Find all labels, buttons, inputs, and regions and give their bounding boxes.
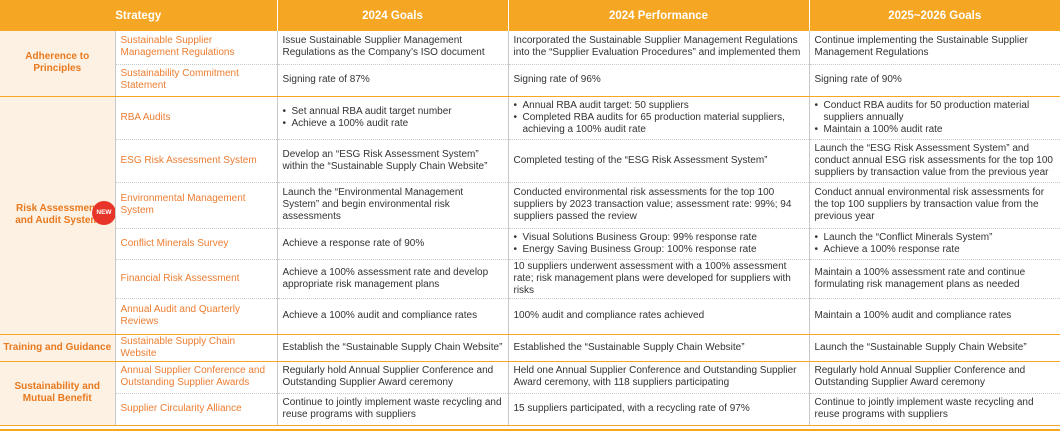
table-row: Conflict Minerals Survey Achieve a respo… bbox=[0, 228, 1060, 260]
performance-2024-cell: 100% audit and compliance rates achieved bbox=[508, 298, 810, 335]
table-row: Annual Audit and Quarterly Reviews Achie… bbox=[0, 298, 1060, 335]
table-row: Training and Guidance Sustainable Supply… bbox=[0, 334, 1060, 362]
goal-2024-cell: Achieve a 100% assessment rate and devel… bbox=[277, 259, 509, 299]
strategy-item: Annual Supplier Conference and Outstandi… bbox=[115, 361, 278, 394]
goal-2025-2026-cell: Signing rate of 90% bbox=[809, 64, 1060, 97]
header-strategy: Strategy bbox=[0, 0, 278, 31]
list-item: Completed RBA audits for 65 production m… bbox=[514, 112, 804, 136]
category-sustainability-mutual-benefit: Sustainability and Mutual Benefit bbox=[0, 361, 116, 426]
category-label: Risk Assessment and Audit System bbox=[15, 203, 100, 226]
goal-2024-cell: Achieve a response rate of 90% bbox=[277, 228, 509, 260]
table-row: Risk Assessment and Audit System NEW RBA… bbox=[0, 96, 1060, 335]
bottom-rule bbox=[0, 429, 1060, 431]
goal-2025-2026-cell: Launch the “Sustainable Supply Chain Web… bbox=[809, 334, 1060, 362]
strategy-item: Sustainability Commitment Statement bbox=[115, 64, 278, 97]
list-item: Energy Saving Business Group: 100% respo… bbox=[514, 244, 804, 256]
strategy-item: ESG Risk Assessment System bbox=[115, 139, 278, 183]
category-training-and-guidance: Training and Guidance bbox=[0, 334, 116, 362]
goal-2024-cell: Regularly hold Annual Supplier Conferenc… bbox=[277, 361, 509, 394]
performance-2024-cell: Signing rate of 96% bbox=[508, 64, 810, 97]
list-item: Set annual RBA audit target number bbox=[283, 106, 503, 118]
goal-2025-2026-cell: Launch the “Conflict Minerals System” Ac… bbox=[809, 228, 1060, 260]
strategy-item: Annual Audit and Quarterly Reviews bbox=[115, 298, 278, 335]
goal-2025-2026-cell: Maintain a 100% audit and compliance rat… bbox=[809, 298, 1060, 335]
performance-2024-cell: 10 suppliers underwent assessment with a… bbox=[508, 259, 810, 299]
performance-2024-cell: Visual Solutions Business Group: 99% res… bbox=[508, 228, 810, 260]
strategy-item: Sustainable Supplier Management Regulati… bbox=[115, 31, 278, 65]
strategy-item: Environmental Management System bbox=[115, 182, 278, 229]
table-row: Sustainability and Mutual Benefit Annual… bbox=[0, 361, 1060, 426]
goal-2025-2026-cell: Conduct annual environmental risk assess… bbox=[809, 182, 1060, 229]
list-item: Annual RBA audit target: 50 suppliers bbox=[514, 100, 804, 112]
category-adherence-to-principles: Adherence to Principles bbox=[0, 31, 116, 97]
list-item: Launch the “Conflict Minerals System” bbox=[815, 232, 1056, 244]
list-item: Achieve a 100% audit rate bbox=[283, 118, 503, 130]
goal-2025-2026-cell: Maintain a 100% assessment rate and cont… bbox=[809, 259, 1060, 299]
table-row: Environmental Management System Launch t… bbox=[0, 182, 1060, 229]
performance-2024-cell: Incorporated the Sustainable Supplier Ma… bbox=[508, 31, 810, 65]
goal-2025-2026-cell: Continue to jointly implement waste recy… bbox=[809, 393, 1060, 426]
list-item: Conduct RBA audits for 50 production mat… bbox=[815, 100, 1056, 124]
performance-2024-cell: 15 suppliers participated, with a recycl… bbox=[508, 393, 810, 426]
strategy-item: RBA Audits bbox=[115, 96, 278, 140]
table-row: Financial Risk Assessment Achieve a 100%… bbox=[0, 259, 1060, 299]
header-row: Strategy 2024 Goals 2024 Performance 202… bbox=[0, 0, 1060, 31]
header-2025-2026-goals: 2025~2026 Goals bbox=[809, 0, 1060, 31]
goal-2024-cell: Achieve a 100% audit and compliance rate… bbox=[277, 298, 509, 335]
goal-2024-cell: Signing rate of 87% bbox=[277, 64, 509, 97]
strategy-item: Sustainable Supply Chain Website bbox=[115, 334, 278, 362]
goal-2025-2026-cell: Conduct RBA audits for 50 production mat… bbox=[809, 96, 1060, 140]
goal-2024-cell: Launch the “Environmental Management Sys… bbox=[277, 182, 509, 229]
performance-2024-cell: Completed testing of the “ESG Risk Asses… bbox=[508, 139, 810, 183]
performance-2024-cell: Conducted environmental risk assessments… bbox=[508, 182, 810, 229]
table-row: Supplier Circularity Alliance Continue t… bbox=[0, 393, 1060, 426]
table-row: ESG Risk Assessment System Develop an “E… bbox=[0, 139, 1060, 183]
performance-2024-cell: Annual RBA audit target: 50 suppliers Co… bbox=[508, 96, 810, 140]
list-item: Achieve a 100% response rate bbox=[815, 244, 1056, 256]
list-item: Maintain a 100% audit rate bbox=[815, 124, 1056, 136]
performance-2024-cell: Held one Annual Supplier Conference and … bbox=[508, 361, 810, 394]
performance-2024-cell: Established the “Sustainable Supply Chai… bbox=[508, 334, 810, 362]
goal-2024-cell: Issue Sustainable Supplier Management Re… bbox=[277, 31, 509, 65]
header-2024-goals: 2024 Goals bbox=[277, 0, 509, 31]
goal-2025-2026-cell: Launch the “ESG Risk Assessment System” … bbox=[809, 139, 1060, 183]
goal-2024-cell: Establish the “Sustainable Supply Chain … bbox=[277, 334, 509, 362]
table-row: Sustainability Commitment Statement Sign… bbox=[0, 64, 1060, 97]
strategy-item: Conflict Minerals Survey bbox=[115, 228, 278, 260]
table-row: Adherence to Principles Sustainable Supp… bbox=[0, 31, 1060, 97]
list-item: Visual Solutions Business Group: 99% res… bbox=[514, 232, 804, 244]
new-badge: NEW bbox=[92, 200, 114, 225]
goal-2025-2026-cell: Continue implementing the Sustainable Su… bbox=[809, 31, 1060, 65]
strategy-item: Supplier Circularity Alliance bbox=[115, 393, 278, 426]
goal-2024-cell: Continue to jointly implement waste recy… bbox=[277, 393, 509, 426]
strategy-item: Financial Risk Assessment bbox=[115, 259, 278, 299]
goal-2024-cell: Develop an “ESG Risk Assessment System” … bbox=[277, 139, 509, 183]
goal-2025-2026-cell: Regularly hold Annual Supplier Conferenc… bbox=[809, 361, 1060, 394]
header-2024-performance: 2024 Performance bbox=[508, 0, 810, 31]
category-risk-assessment: Risk Assessment and Audit System NEW bbox=[0, 96, 116, 335]
goal-2024-cell: Set annual RBA audit target number Achie… bbox=[277, 96, 509, 140]
